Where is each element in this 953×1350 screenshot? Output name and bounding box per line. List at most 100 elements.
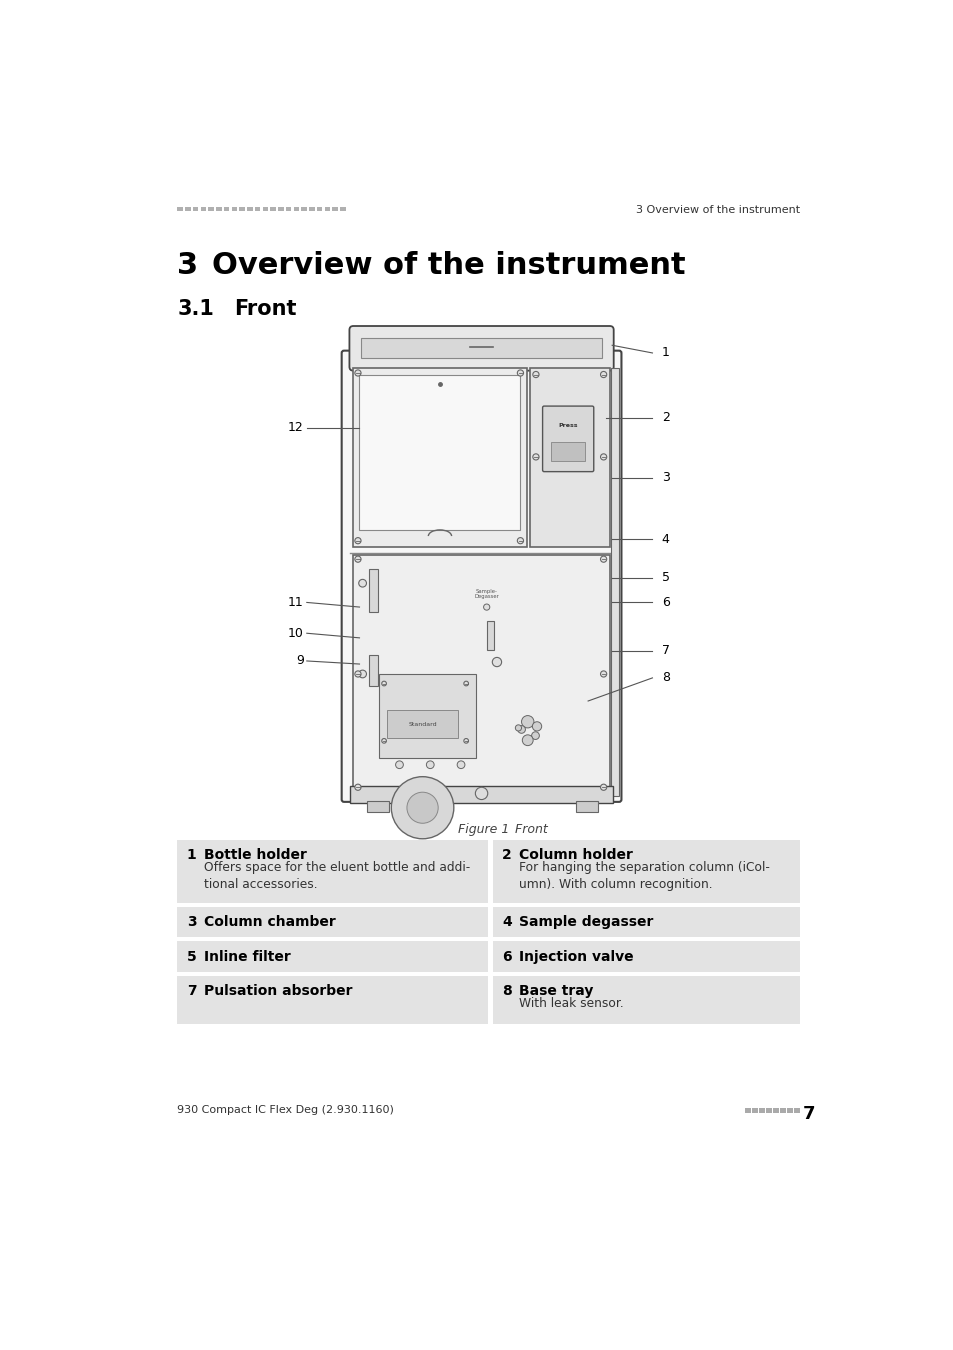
Bar (576, 801, 598, 811)
Circle shape (492, 657, 501, 667)
Bar (353, 369, 526, 547)
Text: 3.1: 3.1 (177, 300, 214, 319)
Bar (493, 941, 800, 972)
Bar (493, 907, 800, 937)
Text: 5: 5 (661, 571, 669, 585)
Bar (369, 568, 377, 612)
Text: Injection valve: Injection valve (518, 949, 633, 964)
Circle shape (599, 784, 606, 790)
Text: 2: 2 (501, 848, 512, 863)
Bar (359, 374, 520, 531)
Circle shape (355, 370, 360, 377)
Circle shape (463, 738, 468, 742)
Circle shape (599, 671, 606, 678)
Circle shape (355, 671, 360, 678)
Bar (270, 207, 275, 212)
Circle shape (521, 734, 533, 745)
Bar (177, 907, 488, 937)
Circle shape (517, 370, 523, 377)
Bar (786, 1107, 792, 1112)
Bar (185, 207, 191, 212)
Text: Bottle holder: Bottle holder (204, 848, 306, 863)
Circle shape (407, 792, 437, 824)
Bar (493, 976, 800, 1023)
Circle shape (456, 761, 464, 768)
Bar (262, 207, 268, 212)
Text: 3: 3 (187, 915, 196, 929)
Bar (254, 207, 260, 212)
Bar (350, 786, 612, 803)
Bar (324, 207, 330, 212)
Text: Sample degasser: Sample degasser (518, 915, 653, 929)
Bar (177, 941, 488, 972)
Text: 4: 4 (501, 915, 512, 929)
Bar (239, 207, 245, 212)
Circle shape (599, 454, 606, 460)
Bar (200, 207, 206, 212)
Circle shape (355, 784, 360, 790)
Bar (301, 207, 307, 212)
Text: Sample-
Degasser: Sample- Degasser (474, 589, 498, 599)
Circle shape (515, 725, 521, 730)
Circle shape (358, 670, 366, 678)
Bar (752, 1107, 757, 1112)
Text: Base tray: Base tray (518, 984, 593, 999)
Bar (486, 621, 494, 651)
Circle shape (355, 537, 360, 544)
Circle shape (521, 716, 534, 728)
Text: With leak sensor.: With leak sensor. (518, 998, 623, 1010)
Text: Column chamber: Column chamber (204, 915, 335, 929)
Circle shape (355, 556, 360, 562)
Bar (224, 207, 229, 212)
Text: Pulsation absorber: Pulsation absorber (204, 984, 352, 999)
Text: 8: 8 (501, 984, 512, 999)
Text: 930 Compact IC Flex Deg (2.930.1160): 930 Compact IC Flex Deg (2.930.1160) (177, 1106, 394, 1115)
Bar (247, 207, 253, 212)
Text: 11: 11 (288, 595, 303, 609)
Bar (193, 207, 198, 212)
Text: 10: 10 (288, 626, 303, 640)
Bar (759, 1107, 764, 1112)
Circle shape (463, 682, 468, 686)
Circle shape (533, 371, 538, 378)
Circle shape (517, 537, 523, 544)
Text: 9: 9 (295, 655, 303, 667)
Text: Figure 1: Figure 1 (457, 822, 509, 836)
Bar (232, 207, 236, 212)
Bar (309, 207, 314, 212)
Bar (529, 369, 609, 547)
Circle shape (391, 776, 454, 838)
Bar (773, 1107, 778, 1112)
FancyBboxPatch shape (341, 351, 620, 802)
Bar (780, 1107, 785, 1112)
Text: Column holder: Column holder (518, 848, 633, 863)
Text: 7: 7 (187, 984, 196, 999)
Text: Front: Front (233, 300, 296, 319)
Text: 3: 3 (177, 251, 198, 279)
Text: 5: 5 (187, 949, 196, 964)
FancyBboxPatch shape (542, 406, 593, 471)
Circle shape (483, 603, 489, 610)
Bar (177, 976, 488, 1023)
Text: 1: 1 (661, 347, 669, 359)
FancyBboxPatch shape (349, 325, 613, 371)
Text: 3 Overview of the instrument: 3 Overview of the instrument (636, 205, 800, 215)
Bar (360, 338, 601, 358)
Bar (794, 1107, 799, 1112)
Text: Overview of the instrument: Overview of the instrument (212, 251, 685, 279)
Text: Press: Press (558, 423, 578, 428)
Bar (216, 207, 221, 212)
Bar (177, 840, 488, 903)
Bar (353, 555, 609, 794)
Circle shape (531, 732, 538, 740)
Circle shape (599, 556, 606, 562)
Text: Offers space for the eluent bottle and addi-
tional accessories.: Offers space for the eluent bottle and a… (204, 861, 470, 891)
Circle shape (395, 761, 403, 768)
Bar (294, 207, 298, 212)
Bar (208, 207, 213, 212)
Text: For hanging the separation column (iCol-
umn). With column recognition.: For hanging the separation column (iCol-… (518, 861, 769, 891)
Text: 8: 8 (661, 671, 669, 684)
Bar (177, 207, 183, 212)
Circle shape (599, 371, 606, 378)
Bar (611, 369, 618, 795)
